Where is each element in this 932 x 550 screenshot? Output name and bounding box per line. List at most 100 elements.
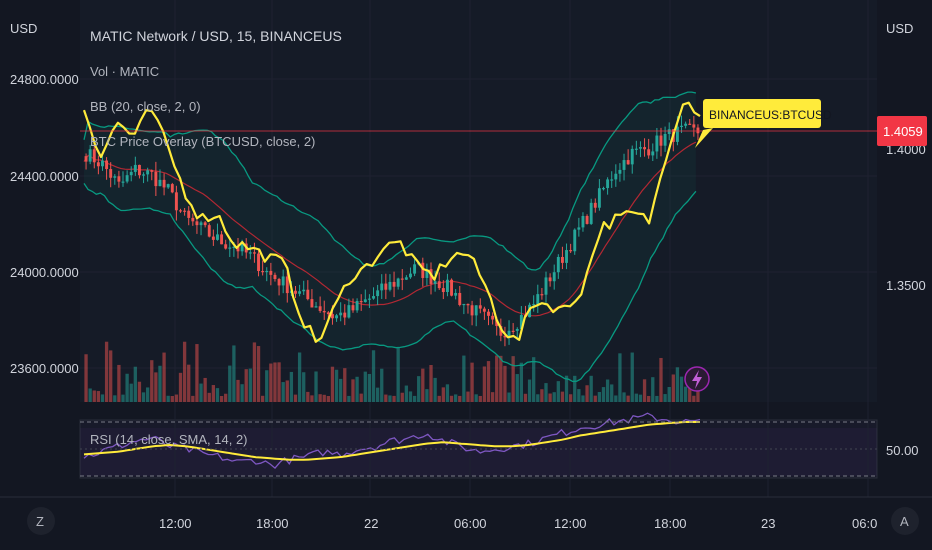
candle-body xyxy=(396,278,400,287)
candle-body xyxy=(470,305,474,316)
candle-body xyxy=(294,290,297,294)
candle-body xyxy=(285,276,289,294)
candle-body xyxy=(224,244,228,249)
candle-body xyxy=(367,298,371,300)
auto-scale-button[interactable]: A xyxy=(891,507,919,535)
volume-bar xyxy=(556,381,560,402)
volume-bar xyxy=(384,394,388,402)
candle-body xyxy=(684,123,688,126)
candle-body xyxy=(265,270,269,273)
volume-bar xyxy=(125,373,129,402)
volume-bar xyxy=(630,352,634,402)
volume-bar xyxy=(117,364,121,402)
volume-bar xyxy=(347,395,351,402)
rsi-legend[interactable]: RSI (14, close, SMA, 14, 2) xyxy=(90,432,248,447)
candlesticks xyxy=(84,115,700,347)
candle-body xyxy=(281,276,285,286)
btc-overlay-legend[interactable]: BTC Price Overlay (BTCUSD, close, 2) xyxy=(90,134,315,149)
candle-body xyxy=(441,288,445,293)
volume-bar xyxy=(392,395,396,402)
volume-bar xyxy=(647,395,651,402)
symbol-title[interactable]: MATIC Network / USD, 15, BINANCEUS xyxy=(90,28,342,44)
candle-body xyxy=(331,314,334,319)
volume-bar xyxy=(244,369,248,402)
volume-bar xyxy=(429,364,433,402)
volume-bar xyxy=(675,367,680,402)
bollinger-legend[interactable]: BB (20, close, 2, 0) xyxy=(90,99,201,114)
volume-bar xyxy=(330,366,335,402)
volume-bar xyxy=(683,386,688,402)
volume-bar xyxy=(232,345,236,402)
candle-body xyxy=(216,234,219,240)
candle-body xyxy=(688,123,692,125)
volume-bar xyxy=(285,380,289,402)
candle-body xyxy=(142,174,145,176)
volume-bar xyxy=(478,395,482,402)
volume-bars xyxy=(84,341,700,402)
volume-bar xyxy=(408,391,413,402)
bollinger-bands xyxy=(83,91,697,383)
volume-bar xyxy=(692,395,696,402)
candle-body xyxy=(515,329,519,331)
candle-body xyxy=(347,305,351,318)
volume-bar xyxy=(146,387,150,402)
candle-body xyxy=(384,283,388,290)
lightning-icon[interactable] xyxy=(684,366,710,392)
volume-bar xyxy=(454,394,458,402)
candle-body xyxy=(306,289,310,300)
left-axis-tick: 24800.0000 xyxy=(10,72,79,87)
candle-body xyxy=(96,162,100,167)
volume-bar xyxy=(490,392,495,402)
volume-bar xyxy=(548,393,552,402)
candle-body xyxy=(540,294,544,296)
volume-bar xyxy=(667,386,671,402)
volume-bar xyxy=(474,394,478,402)
candle-body xyxy=(569,250,573,252)
volume-bar xyxy=(388,395,392,402)
right-axis-unit: USD xyxy=(886,21,913,36)
candle-body xyxy=(195,221,199,226)
candle-body xyxy=(92,149,96,163)
volume-bar xyxy=(597,392,602,402)
volume-bar xyxy=(195,344,199,402)
volume-bar xyxy=(437,395,441,402)
volume-bar xyxy=(540,389,544,402)
candle-body xyxy=(626,160,630,165)
overlay-symbol-tag xyxy=(703,99,821,128)
zoom-button[interactable]: Z xyxy=(27,507,55,535)
volume-legend[interactable]: Vol · MATIC xyxy=(90,64,159,79)
candle-body xyxy=(269,270,273,275)
candle-body xyxy=(400,278,404,280)
candle-body xyxy=(474,305,478,316)
candle-body xyxy=(548,277,552,282)
candle-body xyxy=(454,292,458,296)
volume-bar xyxy=(573,375,577,402)
volume-bar xyxy=(671,374,675,402)
right-axis-tick: 1.3500 xyxy=(886,278,926,293)
volume-bar xyxy=(618,353,622,402)
volume-bar xyxy=(449,395,454,402)
volume-bar xyxy=(289,371,294,402)
candle-body xyxy=(622,160,626,170)
volume-bar xyxy=(215,388,220,402)
volume-bar xyxy=(412,395,417,402)
volume-bar xyxy=(417,376,421,402)
volume-bar xyxy=(515,374,519,402)
candle-body xyxy=(121,181,125,183)
candle-body xyxy=(499,325,503,336)
volume-bar xyxy=(585,385,589,402)
candle-body xyxy=(634,148,638,150)
candle-body xyxy=(125,175,129,182)
volume-bar xyxy=(121,394,125,402)
volume-bar xyxy=(113,395,117,402)
candle-body xyxy=(322,310,326,313)
candle-body xyxy=(228,247,232,249)
volume-bar xyxy=(589,375,593,402)
candle-body xyxy=(105,160,109,170)
candle-body xyxy=(610,179,614,181)
volume-bar xyxy=(564,375,569,402)
candle-body xyxy=(552,272,556,282)
candle-body xyxy=(404,277,408,280)
candle-body xyxy=(630,148,634,165)
